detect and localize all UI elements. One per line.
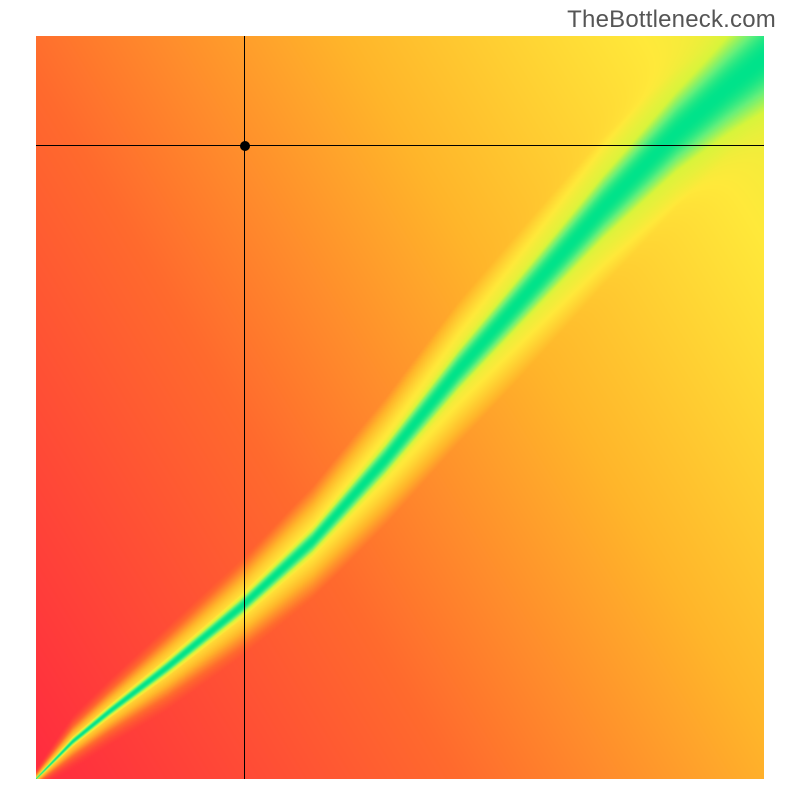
heatmap-canvas [36,36,764,779]
crosshair-marker [240,141,250,151]
heatmap-plot [36,36,764,779]
crosshair-horizontal [36,145,764,146]
watermark-text: TheBottleneck.com [567,6,776,34]
